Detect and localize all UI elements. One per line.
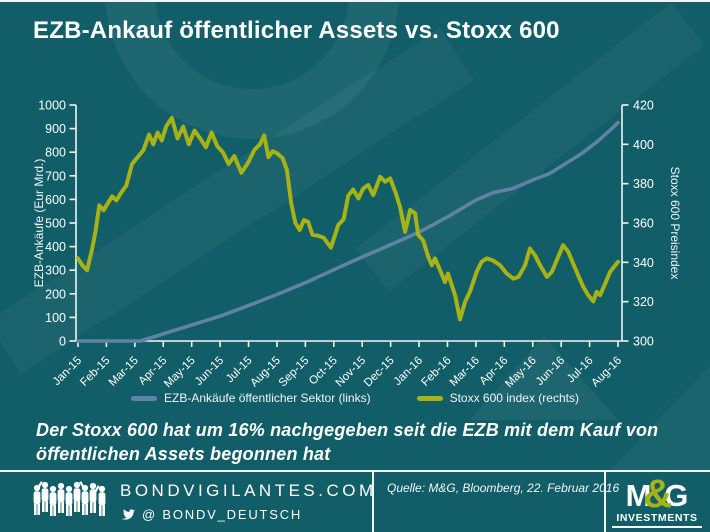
- legend-label-ezb: EZB-Ankäufe öffentlicher Sektor (links): [164, 391, 371, 405]
- tick-label: Jan-16: [392, 355, 425, 388]
- stoxx-line-swatch: [416, 395, 443, 401]
- tick-label: 400: [45, 240, 66, 254]
- tick-label: Nov-15: [334, 355, 369, 390]
- mg-logo-g: G: [664, 477, 689, 513]
- site-name[interactable]: BONDVIGILANTES.COM: [120, 481, 377, 500]
- tick-label: Mar-15: [107, 355, 141, 389]
- annotation-line-2: öffentlichen Assets begonnen hat: [36, 444, 331, 464]
- legend-item-stoxx: Stoxx 600 index (rechts): [416, 391, 579, 405]
- tick-label: 400: [633, 138, 654, 152]
- tick-label: 900: [45, 122, 66, 136]
- tick-label: 0: [59, 335, 66, 349]
- tick-label: Jun-16: [534, 355, 567, 388]
- tick-label: 200: [45, 287, 66, 301]
- chart-legend: EZB-Ankäufe öffentlicher Sektor (links) …: [0, 391, 710, 405]
- tick-label: 340: [633, 256, 654, 270]
- tick-label: Dec-15: [362, 355, 397, 390]
- y-axis-right: 300 320 340 360 380 400 420: [621, 99, 654, 349]
- footer-divider: [372, 472, 374, 532]
- left-axis-title: EZB-Ankäufe (Eur Mrd.): [32, 158, 46, 288]
- watermark-triangle: [610, 366, 710, 470]
- twitter-handle: @ BONDV_DEUTSCH: [142, 507, 303, 522]
- stoxx600-line: [76, 115, 620, 322]
- right-axis-title: Stoxx 600 Preisindex: [668, 166, 682, 280]
- tick-label: Jun-15: [193, 355, 226, 388]
- tick-label: Feb-15: [78, 355, 112, 389]
- chart-canvas: 0 100 200 300 400 500 600 700 800 900 1000 300 320 34…: [38, 99, 654, 391]
- ezb-purchases-line: [76, 120, 620, 343]
- tick-label: Feb-16: [419, 355, 453, 389]
- twitter-handle-row[interactable]: @ BONDV_DEUTSCH: [121, 507, 302, 522]
- annotation-line-1: Der Stoxx 600 hat um 16% nachgegeben sei…: [36, 420, 659, 440]
- tick-label: 800: [45, 146, 66, 160]
- mg-logo-investments: INVESTMENTS: [616, 512, 698, 524]
- watermark-circle: [105, 0, 399, 139]
- legend-label-stoxx: Stoxx 600 index (rechts): [449, 391, 579, 405]
- crowd-icon: [33, 481, 106, 516]
- mg-logo-m: M: [625, 477, 652, 513]
- mg-logo-letters: M & G: [625, 474, 689, 514]
- mg-logo-ampersand: &: [643, 472, 673, 516]
- tick-label: Aug-16: [589, 355, 624, 390]
- annotation-text: Der Stoxx 600 hat um 16% nachgegeben sei…: [36, 418, 658, 466]
- tick-label: 360: [633, 217, 654, 231]
- tick-label: 300: [633, 335, 654, 349]
- footer-bar: BONDVIGILANTES.COM @ BONDV_DEUTSCH Quell…: [0, 470, 710, 532]
- tick-label: 420: [633, 99, 654, 113]
- twitter-icon: [122, 509, 136, 520]
- source-credit: Quelle: M&G, Bloomberg, 22. Februar 2016: [387, 481, 620, 495]
- page-title: EZB-Ankauf öffentlicher Assets vs. Stoxx…: [33, 17, 560, 44]
- mg-logo-underline: [612, 526, 702, 528]
- y-axis-left: 0 100 200 300 400 500 600 700 800 900 1000: [38, 99, 77, 349]
- mg-investments-logo: M & G INVESTMENTS: [606, 474, 708, 532]
- ezb-line-swatch: [131, 395, 158, 401]
- legend-item-ezb: EZB-Ankäufe öffentlicher Sektor (links): [131, 391, 371, 405]
- tick-label: 320: [633, 295, 654, 309]
- tick-label: Jan-15: [51, 355, 84, 388]
- tick-label: Sep-15: [277, 355, 312, 390]
- x-axis: Jan-15Feb-15Mar-15Apr-15May-15Jun-15Jul-…: [51, 340, 624, 391]
- tick-label: 300: [45, 264, 66, 278]
- watermark-band: [0, 27, 474, 374]
- tick-label: 600: [45, 193, 66, 207]
- tick-label: Aug-15: [248, 355, 283, 390]
- tick-label: 700: [45, 169, 66, 183]
- tick-label: 100: [45, 311, 66, 325]
- tick-label: 500: [45, 217, 66, 231]
- tick-label: Mar-16: [448, 355, 482, 389]
- footer-divider: [604, 472, 606, 532]
- tick-label: 1000: [38, 99, 66, 113]
- top-border-line: [0, 0, 710, 2]
- tick-label: May-16: [503, 355, 539, 391]
- tick-label: May-15: [162, 355, 198, 391]
- watermark-triangle: [470, 336, 618, 420]
- tick-label: 380: [633, 177, 654, 191]
